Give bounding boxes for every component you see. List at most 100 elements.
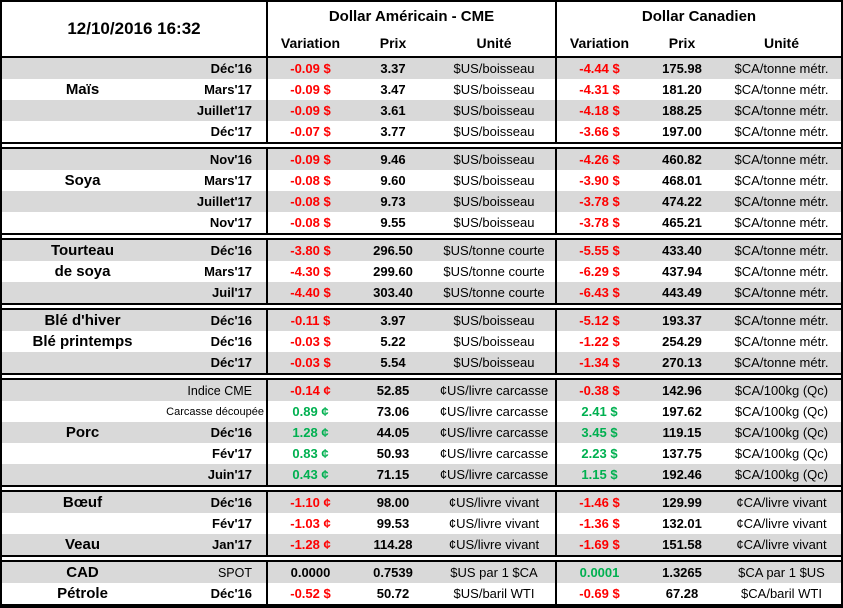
usd-variation: -1.10 ¢	[290, 495, 331, 510]
usd-section-title: Dollar Américain - CME	[268, 2, 557, 30]
usd-price: 71.15	[376, 467, 410, 482]
cad-variation: -0.69 $	[579, 586, 620, 601]
usd-price: 73.06	[376, 404, 410, 419]
usd-unit: ¢US/livre carcasse	[433, 401, 557, 422]
contract-month: Déc'16	[163, 240, 268, 261]
cad-price: 443.49	[662, 285, 702, 300]
usd-variation: 0.0000	[290, 565, 331, 580]
table-row: Tourteau Déc'16 -3.80 $ 296.50 $US/tonne cou…	[2, 240, 841, 261]
usd-unit: $US/boisseau	[433, 352, 557, 373]
cad-variation: -3.66 $	[579, 124, 620, 139]
table-body: Déc'16 -0.09 $ 3.37 $US/boisseau -4.44 $ 175.…	[2, 58, 841, 604]
cad-unit: $CA/100kg (Qc)	[734, 404, 829, 419]
usd-price: 50.93	[376, 446, 410, 461]
table-row: Juillet'17 -0.09 $ 3.61 $US/boisseau -4.18 $…	[2, 100, 841, 121]
cad-variation: -3.78 $	[579, 215, 620, 230]
cad-variation: -3.90 $	[579, 173, 620, 188]
cad-variation: -1.46 $	[579, 495, 620, 510]
usd-unit: $US/boisseau	[433, 121, 557, 142]
usd-price: 303.40	[373, 285, 413, 300]
cad-price: 197.62	[662, 404, 702, 419]
cad-variation: -1.22 $	[579, 334, 620, 349]
table-row: de soya Mars'17 -4.30 $ 299.60 $US/tonne cou…	[2, 261, 841, 282]
usd-variation: -1.03 ¢	[290, 516, 331, 531]
table-row: Déc'17 -0.03 $ 5.54 $US/boisseau -1.34 $ 270.…	[2, 352, 841, 373]
usd-variation: -0.03 $	[290, 334, 331, 349]
contract-month: Déc'16	[163, 583, 268, 604]
cad-price: 188.25	[662, 103, 702, 118]
usd-unit: ¢US/livre carcasse	[433, 380, 557, 401]
cad-unite-header: Unité	[764, 35, 799, 51]
table-row: Nov'17 -0.08 $ 9.55 $US/boisseau -3.78 $ 465.…	[2, 212, 841, 233]
usd-price: 5.54	[380, 355, 406, 370]
cad-variation: -1.36 $	[579, 516, 620, 531]
usd-unit: $US/boisseau	[433, 149, 557, 170]
usd-price: 9.46	[380, 152, 406, 167]
usd-variation: -0.09 $	[290, 82, 331, 97]
commodity-label: Porc	[65, 424, 100, 441]
usd-variation: -4.40 $	[290, 285, 331, 300]
table-row: Juil'17 -4.40 $ 303.40 $US/tonne courte -6.4…	[2, 282, 841, 303]
cad-price: 468.01	[662, 173, 702, 188]
usd-unit: $US/boisseau	[433, 170, 557, 191]
table-row: Blé d'hiver Déc'16 -0.11 $ 3.97 $US/boisseau…	[2, 310, 841, 331]
usd-unit: $US/boisseau	[433, 100, 557, 121]
commodity-label: CAD	[66, 564, 99, 581]
cad-variation: 2.23 $	[581, 446, 618, 461]
usd-variation: -0.14 ¢	[290, 383, 331, 398]
usd-price: 299.60	[373, 264, 413, 279]
commodity-label: Blé printemps	[32, 333, 133, 350]
cad-price: 119.15	[662, 425, 702, 440]
cad-variation: -3.78 $	[579, 194, 620, 209]
contract-month: Jan'17	[163, 534, 268, 555]
cad-unit: $CA/tonne métr.	[734, 313, 829, 328]
usd-unit: $US/tonne courte	[433, 282, 557, 303]
cad-price: 192.46	[662, 467, 702, 482]
usd-unit: $US/tonne courte	[433, 240, 557, 261]
contract-month: Déc'16	[163, 492, 268, 513]
cad-variation: -6.43 $	[579, 285, 620, 300]
cad-variation: 1.15 $	[581, 467, 618, 482]
cad-unit: $CA/tonne métr.	[734, 103, 829, 118]
cad-unit: $CA/tonne métr.	[734, 61, 829, 76]
cad-price: 137.75	[662, 446, 702, 461]
usd-variation: -0.08 $	[290, 215, 331, 230]
usd-unit: $US/baril WTI	[433, 583, 557, 604]
commodity-label	[2, 191, 163, 212]
cad-unit: $CA/tonne métr.	[734, 264, 829, 279]
cad-price: 132.01	[662, 516, 702, 531]
cad-variation: -4.31 $	[579, 82, 620, 97]
cad-variation: -1.69 $	[579, 537, 620, 552]
cad-price: 465.21	[662, 215, 702, 230]
cad-price: 460.82	[662, 152, 702, 167]
contract-month: Fév'17	[163, 513, 268, 534]
table-row: Soya Mars'17 -0.08 $ 9.60 $US/boisseau -3.90 …	[2, 170, 841, 191]
usd-price: 9.73	[380, 194, 406, 209]
usd-unit: ¢US/livre carcasse	[433, 422, 557, 443]
usd-variation: -0.03 $	[290, 355, 331, 370]
cad-price: 151.58	[662, 537, 702, 552]
cad-variation: -0.38 $	[579, 383, 620, 398]
contract-month: Mars'17	[163, 79, 268, 100]
section-separator	[2, 233, 841, 240]
usd-price: 98.00	[376, 495, 410, 510]
usd-unit: ¢US/livre carcasse	[433, 464, 557, 485]
cad-variation-header: Variation	[569, 35, 630, 51]
usd-variation: -0.08 $	[290, 194, 331, 209]
contract-month: Nov'17	[163, 212, 268, 233]
cad-variation: -4.18 $	[579, 103, 620, 118]
usd-unit: $US/boisseau	[433, 212, 557, 233]
usd-price: 9.60	[380, 173, 406, 188]
cad-unit: $CA/tonne métr.	[734, 355, 829, 370]
table-row: Veau Jan'17 -1.28 ¢ 114.28 ¢US/livre vivant -…	[2, 534, 841, 555]
usd-variation: -0.09 $	[290, 103, 331, 118]
cad-unit: $CA/tonne métr.	[734, 194, 829, 209]
usd-unit: $US/boisseau	[433, 331, 557, 352]
usd-unit: ¢US/livre vivant	[433, 513, 557, 534]
cad-price: 193.37	[662, 313, 702, 328]
section-separator	[2, 142, 841, 149]
table-row: CAD SPOT 0.0000 0.7539 $US par 1 $CA 0.0001 1.…	[2, 562, 841, 583]
cad-variation: -4.44 $	[579, 61, 620, 76]
usd-variation: 0.89 ¢	[292, 404, 329, 419]
